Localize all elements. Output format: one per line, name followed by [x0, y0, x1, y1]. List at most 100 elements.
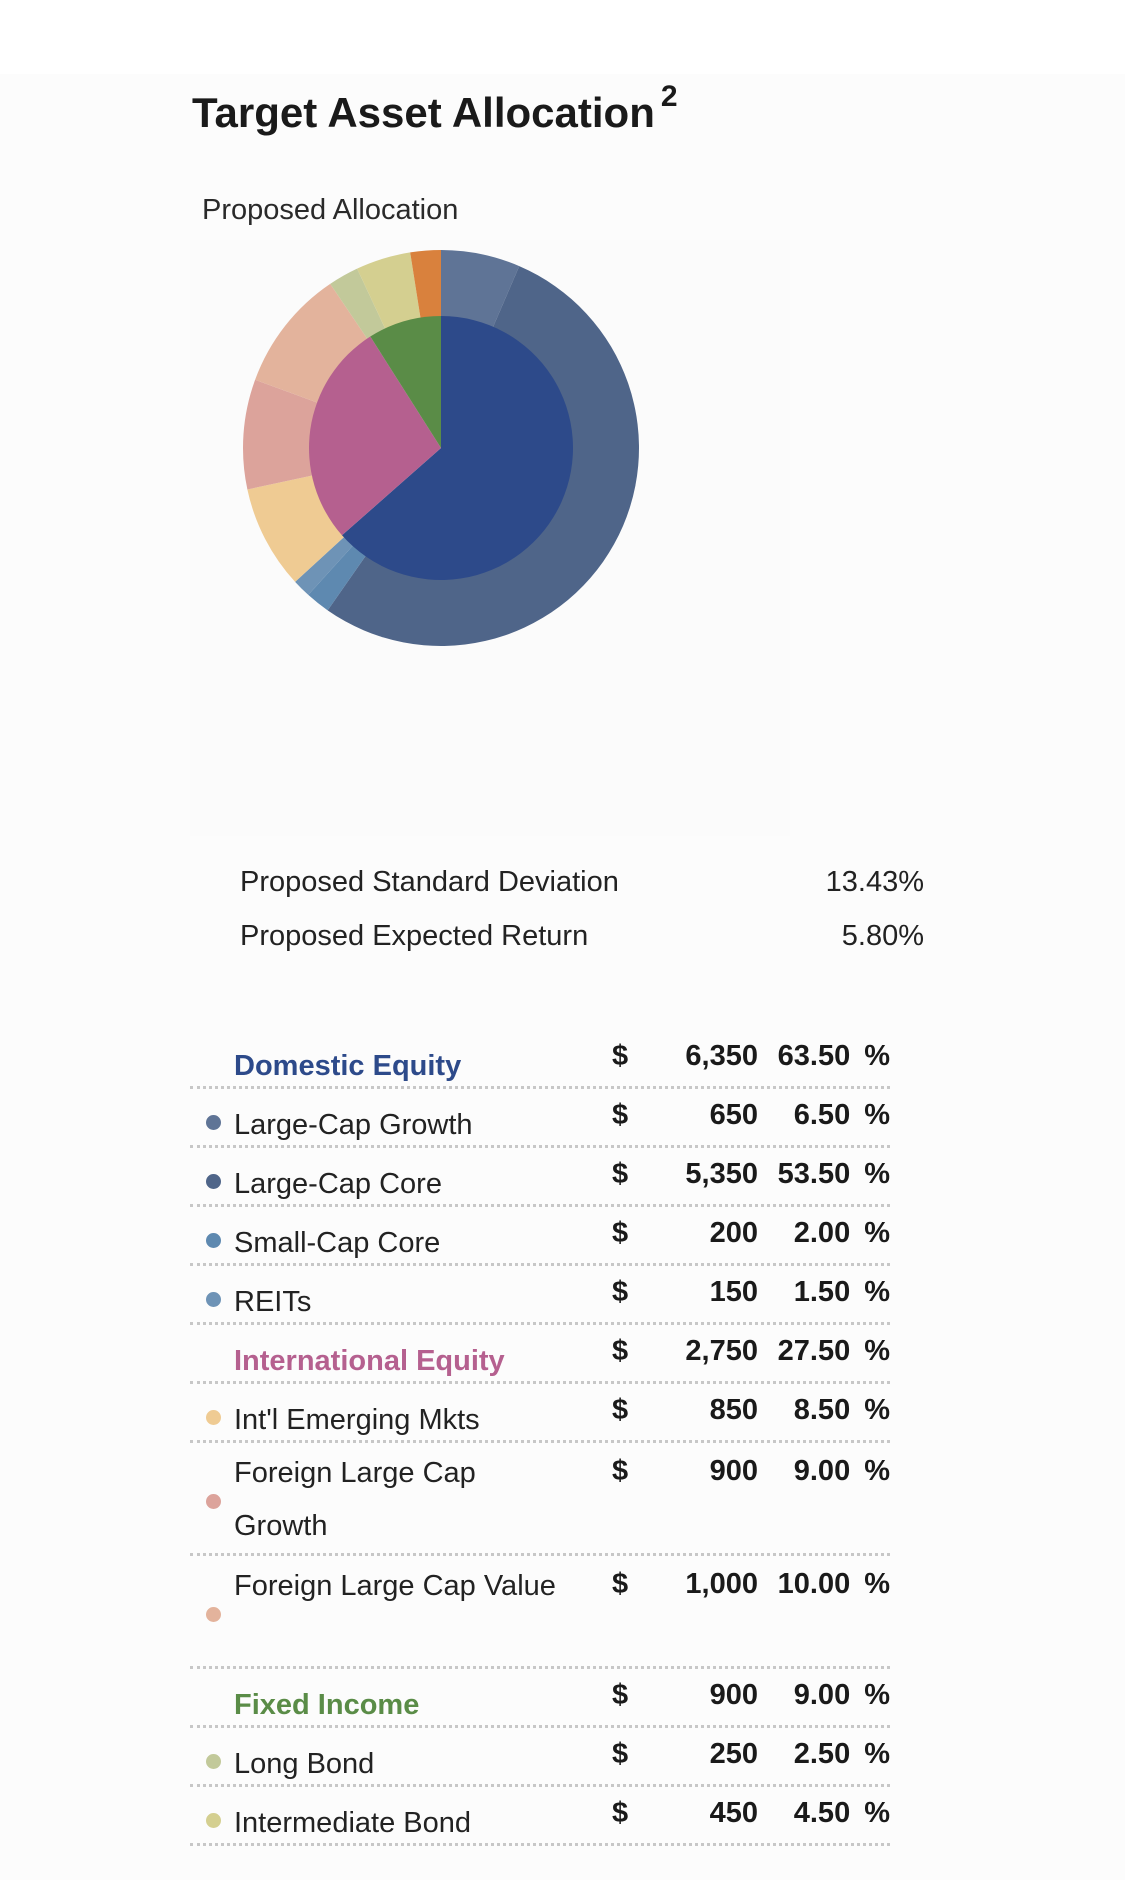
group-row: Fixed Income $900 9.00%: [190, 1669, 890, 1728]
row-percent: 6.50%: [730, 1099, 890, 1132]
row-name: Intermediate Bond: [234, 1807, 471, 1839]
outer-slice-long-bond[interactable]: [330, 268, 386, 340]
amount-value: 250: [709, 1738, 758, 1770]
legend-dot: [206, 1115, 221, 1130]
outer-slice-small-cap-core[interactable]: [308, 545, 367, 611]
table-row: Small-Cap Core $200 2.00%: [190, 1207, 890, 1266]
row-name: Int'l Emerging Mkts: [234, 1404, 480, 1436]
table-row: Int'l Emerging Mkts $850 8.50%: [190, 1384, 890, 1443]
legend-dot: [206, 1813, 221, 1828]
amount-value: 850: [709, 1394, 758, 1426]
row-percent: 9.00%: [730, 1455, 890, 1488]
row-name: Large-Cap Growth: [234, 1109, 473, 1141]
percent-symbol: %: [864, 1158, 890, 1190]
outer-slice-reits[interactable]: [295, 536, 354, 595]
inner-slice-international-equity[interactable]: [309, 336, 441, 536]
group-name: Domestic Equity: [234, 1050, 462, 1082]
outer-slice-int-l-emerging-mkts[interactable]: [247, 475, 345, 582]
legend-dot: [206, 1174, 221, 1189]
row-name: Long Bond: [234, 1748, 375, 1780]
row-percent: 63.50%: [730, 1040, 890, 1073]
percent-value: 63.50: [777, 1040, 851, 1072]
table-row: Foreign Large Cap Value $1,000 10.00%: [190, 1556, 890, 1669]
row-name: Foreign Large Cap Growth: [234, 1457, 476, 1542]
page-title-text: Target Asset Allocation: [192, 89, 655, 136]
percent-value: 4.50: [793, 1797, 851, 1829]
percent-value: 27.50: [777, 1335, 851, 1367]
group-name: Fixed Income: [234, 1689, 420, 1721]
table-row: Long Bond $250 2.50%: [190, 1728, 890, 1787]
percent-value: 2.50: [793, 1738, 851, 1770]
percent-symbol: %: [864, 1679, 890, 1711]
currency-symbol: $: [612, 1568, 629, 1600]
table-row: REITs $150 1.50%: [190, 1266, 890, 1325]
std-dev-value: 13.43%: [825, 866, 924, 898]
inner-slice-domestic-equity[interactable]: [341, 316, 574, 580]
row-percent: 8.50%: [730, 1394, 890, 1427]
legend-dot: [206, 1410, 221, 1425]
row-name: REITs: [234, 1286, 312, 1318]
row-name: Small-Cap Core: [234, 1227, 441, 1259]
amount-value: 900: [709, 1455, 758, 1487]
currency-symbol: $: [612, 1158, 629, 1190]
stat-row-std-dev: Proposed Standard Deviation 13.43%: [240, 866, 924, 920]
row-percent: 27.50%: [730, 1335, 890, 1368]
percent-value: 9.00: [793, 1679, 851, 1711]
percent-value: 6.50: [793, 1099, 851, 1131]
percent-value: 1.50: [793, 1276, 851, 1308]
percent-value: 10.00: [777, 1568, 851, 1600]
amount-value: 6,350: [685, 1040, 758, 1072]
outer-slice-large-cap-growth[interactable]: [441, 250, 520, 328]
outer-slice-intermediate-bond[interactable]: [357, 252, 421, 330]
stat-row-expected-return: Proposed Expected Return 5.80%: [240, 920, 924, 974]
outer-slice-cash[interactable]: [410, 250, 441, 319]
legend-dot: [206, 1494, 221, 1509]
percent-symbol: %: [864, 1099, 890, 1131]
table-row: Large-Cap Growth $650 6.50%: [190, 1089, 890, 1148]
row-percent: 10.00%: [730, 1568, 890, 1601]
outer-slice-large-cap-core[interactable]: [327, 266, 639, 646]
table-row: Large-Cap Core $5,350 53.50%: [190, 1148, 890, 1207]
legend-dot: [206, 1233, 221, 1248]
chart-title: Proposed Allocation: [202, 194, 459, 226]
currency-symbol: $: [612, 1217, 629, 1249]
percent-symbol: %: [864, 1335, 890, 1367]
allocation-table: Domestic Equity $6,350 63.50% Large-Cap Gro…: [190, 1030, 890, 1846]
percent-value: 9.00: [793, 1455, 851, 1487]
currency-symbol: $: [612, 1679, 629, 1711]
group-row: Domestic Equity $6,350 63.50%: [190, 1030, 890, 1089]
percent-symbol: %: [864, 1217, 890, 1249]
page-title: Target Asset Allocation 2: [192, 80, 678, 137]
row-percent: 4.50%: [730, 1797, 890, 1830]
currency-symbol: $: [612, 1455, 629, 1487]
percent-value: 2.00: [793, 1217, 851, 1249]
expected-return-value: 5.80%: [841, 920, 924, 952]
expected-return-label: Proposed Expected Return: [240, 920, 589, 952]
std-dev-label: Proposed Standard Deviation: [240, 866, 619, 898]
group-row: International Equity $2,750 27.50%: [190, 1325, 890, 1384]
amount-value: 450: [709, 1797, 758, 1829]
outer-slice-foreign-large-cap-growth[interactable]: [243, 379, 319, 490]
percent-symbol: %: [864, 1738, 890, 1770]
currency-symbol: $: [612, 1335, 629, 1367]
amount-value: 200: [709, 1217, 758, 1249]
amount-value: 900: [709, 1679, 758, 1711]
percent-symbol: %: [864, 1394, 890, 1426]
amount-value: 650: [709, 1099, 758, 1131]
amount-value: 1,000: [685, 1568, 758, 1600]
table-row: Foreign Large Cap Growth $900 9.00%: [190, 1443, 890, 1556]
footnote-marker: 2: [660, 80, 678, 113]
percent-value: 53.50: [777, 1158, 851, 1190]
currency-symbol: $: [612, 1040, 629, 1072]
row-name: Foreign Large Cap Value: [234, 1570, 556, 1602]
outer-slice-foreign-large-cap-value[interactable]: [255, 283, 368, 403]
amount-value: 5,350: [685, 1158, 758, 1190]
percent-symbol: %: [864, 1455, 890, 1487]
allocation-chart: [190, 240, 790, 836]
row-percent: 53.50%: [730, 1158, 890, 1191]
inner-slice-fixed-income[interactable]: [370, 316, 441, 448]
group-name: International Equity: [234, 1345, 505, 1377]
currency-symbol: $: [612, 1797, 629, 1829]
stats-section: Proposed Standard Deviation 13.43% Propo…: [240, 866, 924, 974]
currency-symbol: $: [612, 1276, 629, 1308]
